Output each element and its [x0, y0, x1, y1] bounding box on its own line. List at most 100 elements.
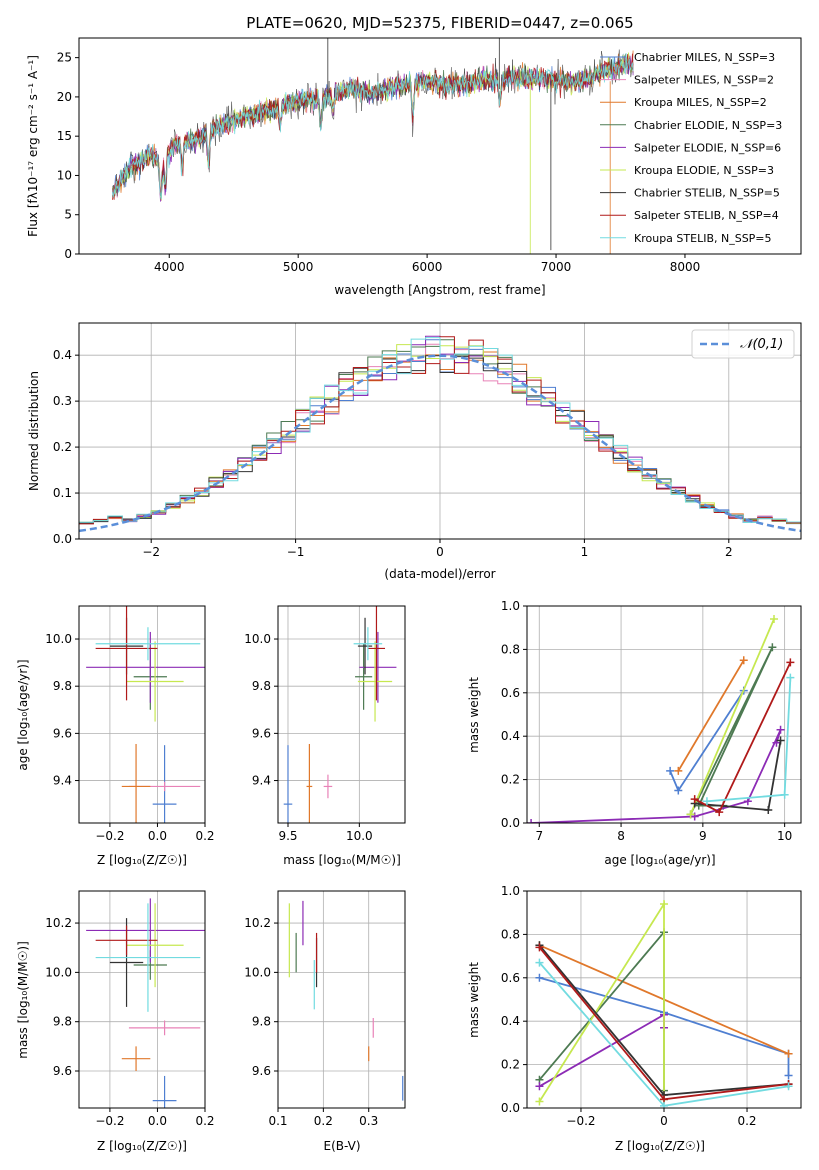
y-tick-label: 0.4 — [501, 1014, 520, 1028]
plot-marks — [86, 606, 205, 823]
mass-age-plot-area: 9.5 10.0 9.4 9.6 9.8 10.0 — [244, 605, 406, 843]
weight-line — [531, 729, 782, 823]
z-weight-panel: −0.2 0 0.2 0.0 0.2 0.4 0.6 0.8 1.0 Z [log₁₀(Z/Z☉… — [467, 884, 802, 1153]
legend-label: Salpeter MILES, N_SSP=2 — [634, 74, 774, 87]
x-tick-label: 9 — [699, 829, 707, 843]
x-tick-label: 10 — [777, 829, 792, 843]
x-tick-label: 8 — [617, 829, 625, 843]
x-tick-label: 10.0 — [346, 829, 373, 843]
z-mass-plot-area: −0.2 0.0 0.2 9.6 9.8 10.0 10.2 — [45, 890, 215, 1128]
axes-frame — [78, 37, 802, 255]
gaussian-legend-label: 𝒩(0,1) — [740, 337, 783, 352]
z-mass-ylabel: mass [log₁₀(M/M☉)] — [16, 941, 30, 1059]
x-tick-label: 1 — [581, 545, 589, 559]
y-tick-label: 9.4 — [252, 774, 271, 788]
x-tick-label: −0.2 — [95, 829, 124, 843]
legend-label: Kroupa MILES, N_SSP=2 — [634, 96, 767, 109]
age-weight-plot-area: 7 8 9 10 0.0 0.2 0.4 0.6 0.8 1.0 — [501, 599, 802, 843]
y-tick-label: 0.6 — [501, 971, 520, 985]
y-tick-label: 10.2 — [45, 916, 72, 930]
x-tick-label: 5000 — [283, 260, 314, 274]
y-tick-label: 10 — [57, 168, 72, 182]
spectrum-panel: PLATE=0620, MJD=52375, FIBERID=0447, z=0… — [26, 14, 802, 297]
weight-marker — [690, 795, 699, 804]
z-age-plot-area: −0.2 0.0 0.2 9.4 9.6 9.8 10.0 — [45, 605, 215, 843]
x-tick-label: 7 — [535, 829, 543, 843]
y-tick-label: 1.0 — [501, 599, 520, 613]
ebv-mass-panel: 0.1 0.2 0.3 9.6 9.8 10.0 10.2 E(B-V) — [244, 890, 406, 1153]
y-tick-label: 0.4 — [53, 348, 72, 362]
x-tick-label: −0.2 — [566, 1114, 595, 1128]
weight-marker — [776, 725, 785, 734]
spectrum-legend: Chabrier MILES, N_SSP=3 Salpeter MILES, N… — [600, 51, 782, 245]
axes-frame — [78, 605, 206, 824]
histogram-xlabel: (data-model)/error — [384, 567, 495, 581]
weight-marker — [772, 738, 781, 747]
z-mass-panel: −0.2 0.0 0.2 9.6 9.8 10.0 10.2 Z [log₁₀(Z/Z☉)]… — [16, 890, 215, 1153]
age-weight-ylabel: mass weight — [467, 677, 481, 753]
weight-marker — [660, 1101, 668, 1108]
plot-marks — [535, 900, 793, 1108]
y-tick-label: 0.0 — [501, 816, 520, 830]
x-tick-label: 0.2 — [314, 1114, 333, 1128]
plot-marks — [288, 900, 404, 1101]
z-weight-ylabel: mass weight — [467, 962, 481, 1038]
weight-marker — [666, 766, 675, 775]
y-tick-label: 15 — [57, 129, 72, 143]
x-tick-label: 0 — [436, 545, 444, 559]
weight-marker — [535, 973, 544, 982]
weight-marker — [535, 958, 544, 967]
weight-marker — [784, 1049, 793, 1058]
z-age-ylabel: age [log₁₀(age/yr)] — [16, 659, 30, 770]
y-tick-label: 9.6 — [252, 1064, 271, 1078]
mass-age-xlabel: mass [log₁₀(M/M☉)] — [283, 853, 401, 867]
z-age-panel: −0.2 0.0 0.29.49.69.810.0 Z [log₁₀(Z/Z☉)] … — [16, 605, 215, 867]
y-tick-label: 9.6 — [53, 1064, 72, 1078]
axes-frame — [78, 890, 206, 1109]
x-tick-label: 0.2 — [737, 1114, 756, 1128]
z-weight-xlabel: Z [log₁₀(Z/Z☉)] — [615, 1139, 705, 1153]
weight-marker — [702, 797, 711, 806]
y-tick-label: 5 — [64, 208, 72, 222]
plot-marks — [86, 898, 205, 1108]
weight-marker — [786, 658, 795, 667]
histogram-plot-area: −2 −1 0 1 2 0.0 0.1 0.2 0.3 0.4 — [53, 322, 802, 559]
weight-line — [538, 929, 665, 1100]
plot-marks — [79, 335, 801, 533]
plot-marks — [283, 606, 397, 823]
y-tick-label: 9.8 — [252, 679, 271, 693]
histogram-ylabel: Normed distribution — [27, 371, 41, 491]
residual-histogram-panel: −2 −1 0 1 2 0.0 0.1 0.2 0.3 0.4 𝒩(0,1) (data-mode… — [27, 322, 802, 581]
weight-marker — [784, 1071, 793, 1080]
x-tick-label: 0 — [660, 1114, 668, 1128]
y-tick-label: 9.8 — [53, 679, 72, 693]
y-tick-label: 0.8 — [501, 927, 520, 941]
spectrum-plot-area: 4000 5000 6000 7000 8000 0 5 10 15 20 25 — [57, 37, 802, 274]
y-tick-label: 10.0 — [244, 965, 271, 979]
y-tick-label: 0.0 — [53, 532, 72, 546]
legend-label: Chabrier ELODIE, N_SSP=3 — [634, 119, 782, 132]
z-age-xlabel: Z [log₁₀(Z/Z☉)] — [97, 853, 187, 867]
spectrum-ylabel: Flux [fλ10⁻¹⁷ erg cm⁻² s⁻¹ A⁻¹] — [26, 55, 40, 237]
y-tick-label: 0.2 — [53, 440, 72, 454]
weight-marker — [770, 615, 779, 624]
axes-frame — [277, 890, 406, 1109]
x-tick-label: 0.1 — [268, 1114, 287, 1128]
y-tick-label: 0.2 — [501, 773, 520, 787]
weight-line — [689, 618, 775, 815]
legend-label: Salpeter ELODIE, N_SSP=6 — [634, 141, 781, 154]
weight-marker — [784, 1082, 793, 1091]
y-tick-label: 10.2 — [244, 916, 271, 930]
weight-marker — [776, 736, 785, 745]
axes-frame — [526, 605, 802, 824]
spectrum-line — [112, 53, 634, 200]
x-tick-label: 8000 — [670, 260, 701, 274]
plot-marks — [112, 38, 634, 254]
legend-label: Chabrier STELIB, N_SSP=5 — [634, 187, 780, 200]
y-tick-label: 10.0 — [45, 965, 72, 979]
y-tick-label: 10.0 — [244, 632, 271, 646]
weight-marker — [535, 1082, 544, 1091]
weight-line — [539, 976, 790, 1076]
weight-marker — [768, 643, 777, 652]
